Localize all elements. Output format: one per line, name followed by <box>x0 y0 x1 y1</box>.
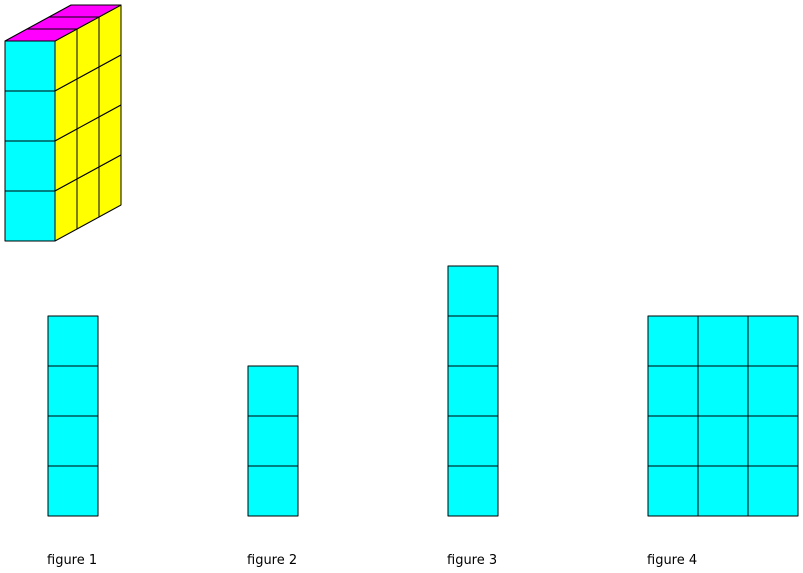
figure-3-cell <box>447 265 499 317</box>
figure-3-cell <box>447 315 499 367</box>
figure-1-cell <box>47 365 99 417</box>
figure-4-cell <box>697 315 749 367</box>
figure-2-grid <box>247 365 299 517</box>
caption-figure-4: figure 4 <box>647 553 697 568</box>
figure-4-cell <box>747 465 799 517</box>
figure-2-cell <box>247 365 299 417</box>
figure-4-cell <box>647 315 699 367</box>
solid-front-cell <box>4 140 56 192</box>
solid-front-cell <box>4 40 56 92</box>
solid-front-cell <box>4 190 56 242</box>
figure-3-cell <box>447 415 499 467</box>
figure-4-grid <box>647 315 799 517</box>
figure-3-grid <box>447 265 499 517</box>
figure-3-cell <box>447 365 499 417</box>
figure-1-cell <box>47 415 99 467</box>
solid-side-cell <box>98 154 122 218</box>
isometric-block-solid <box>4 4 122 242</box>
caption-figure-3: figure 3 <box>447 553 497 568</box>
figure-1-grid <box>47 315 99 517</box>
caption-figure-1: figure 1 <box>47 553 97 568</box>
figure-4-cell <box>647 465 699 517</box>
figure-4-cell <box>697 365 749 417</box>
figure-4-cell <box>747 415 799 467</box>
figure-4-cell <box>697 415 749 467</box>
solid-top-cell <box>48 4 122 18</box>
figure-4-cell <box>747 315 799 367</box>
figure-4-cell <box>747 365 799 417</box>
solid-front-cell <box>4 90 56 142</box>
figure-2-cell <box>247 465 299 517</box>
figure-4-cell <box>647 365 699 417</box>
figure-1-cell <box>47 465 99 517</box>
figure-3-cell <box>447 465 499 517</box>
figure-4-cell <box>697 465 749 517</box>
figure-4-cell <box>647 415 699 467</box>
view-figures <box>47 265 799 517</box>
caption-figure-2: figure 2 <box>247 553 297 568</box>
figure-captions: figure 1 figure 2 figure 3 figure 4 <box>47 553 697 568</box>
figure-2-cell <box>247 415 299 467</box>
figure-1-cell <box>47 315 99 367</box>
